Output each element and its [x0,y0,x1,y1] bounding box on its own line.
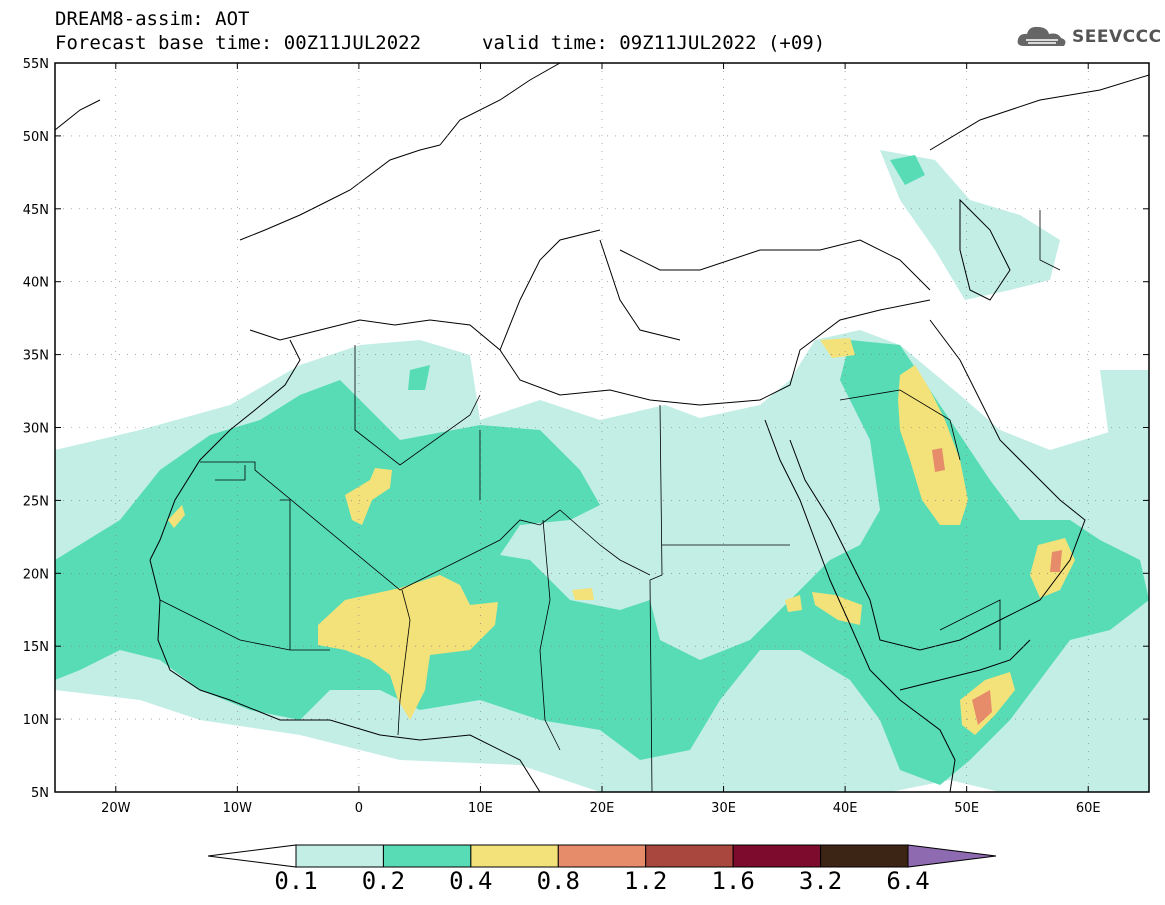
colorbar-swatch [557,844,647,868]
colorbar-swatch [382,844,472,868]
lat-tick-label: 15N [23,640,49,655]
colorbar-level-label: 6.4 [886,867,930,895]
colorbar-low-arrow [207,844,297,868]
colorbar-swatch [295,844,384,868]
lat-tick-label: 30N [23,422,49,437]
logo-text: SEEVCCC [1072,27,1162,47]
aot-level-0.1-region [1100,370,1149,445]
country-borders [159,210,1061,792]
colorbar-level-label: 0.4 [449,867,493,895]
colorbar-high-arrow [907,844,997,868]
aot-level-0.4-region [572,588,594,600]
lon-tick-label: 10E [468,801,493,816]
lat-tick-label: 10N [23,713,49,728]
lon-tick-label: 40E [833,801,858,816]
aot-level-0.2-region [408,365,430,390]
cloud-icon [1017,26,1066,46]
lat-tick-label: 5N [31,786,49,801]
colorbar [207,844,997,868]
colorbar-swatch [820,844,909,868]
colorbar-swatch [470,844,559,868]
colorbar-level-label: 0.2 [361,867,406,895]
forecast-base-time: Forecast base time: 00Z11JUL2022 [55,32,422,54]
lon-tick-label: 10W [223,801,253,816]
lon-tick-label: 50E [954,801,979,816]
aot-level-0.4-region [820,338,855,358]
lat-tick-label: 45N [23,203,49,218]
lat-tick-label: 50N [23,130,49,145]
axis-ticks [55,62,1149,793]
lat-tick-label: 20N [23,567,49,582]
aot-level-0.4-region [318,575,498,720]
aot-level-0.4-region [898,365,968,525]
aot-level-0.4-region [345,468,392,525]
latitude-axis: 55N 50N 45N 40N 35N 30N 25N 20N 15N 10N 5N [23,57,49,801]
lon-tick-label: 20W [101,801,131,816]
valid-time: valid time: 09Z11JUL2022 (+09) [482,32,826,54]
lon-tick-label: 0 [355,801,363,816]
aot-level-0.4-region [168,505,185,528]
seevccc-logo: SEEVCCC [1016,24,1162,50]
chart-title: DREAM8-assim: AOT [55,8,250,30]
lat-tick-label: 35N [23,349,49,364]
coastlines [55,63,1149,792]
lon-tick-label: 20E [590,801,615,816]
aot-level-0.2-region [890,155,925,185]
lat-tick-label: 25N [23,494,49,509]
aot-level-0.1-region [880,150,1060,300]
colorbar-level-label: 3.2 [798,867,843,895]
colorbar-level-label: 0.1 [274,867,318,895]
lon-tick-label: 60E [1076,801,1101,816]
aot-level-0.8-region [932,448,945,472]
longitude-axis: 20W 10W 0 10E 20E 30E 40E 50E 60E [101,801,1101,816]
lat-tick-label: 40N [23,276,49,291]
colorbar-level-label: 0.8 [536,867,580,895]
aot-level-0.8-region [972,690,992,725]
aot-level-0.4-region [812,592,862,625]
aot-level-0.8-region [1050,550,1062,572]
aot-level-0.2-region [55,340,1149,785]
lon-tick-label: 30E [711,801,736,816]
colorbar-level-label: 1.6 [711,867,755,895]
colorbar-level-label: 1.2 [624,867,668,895]
lat-tick-label: 55N [23,57,49,72]
colorbar-swatch [645,844,734,868]
colorbar-swatch [732,844,822,868]
aot-level-0.4-region [785,595,802,612]
